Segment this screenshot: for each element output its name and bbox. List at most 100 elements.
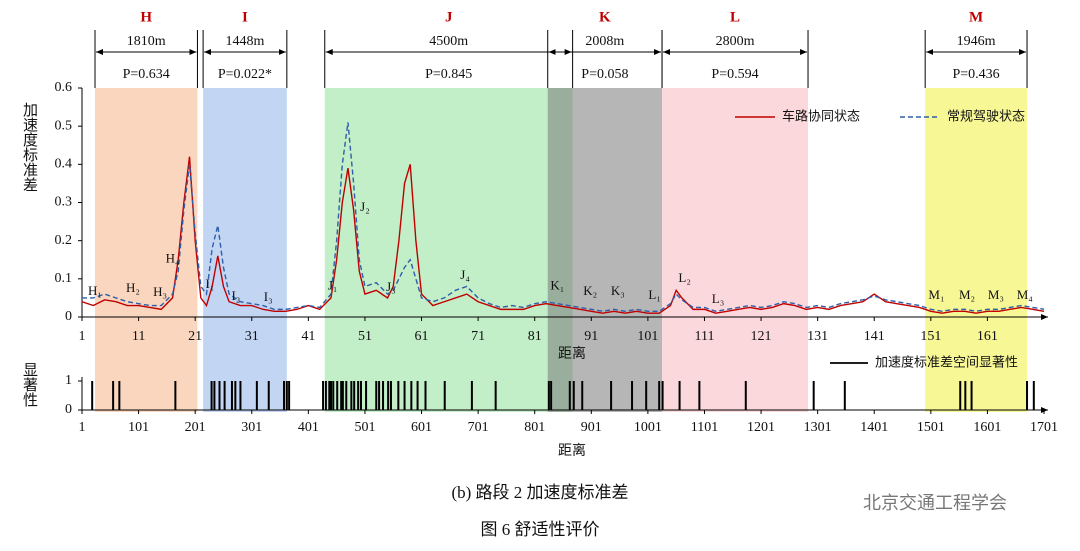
region-label: H [140, 9, 152, 25]
y-axis-label: 加速度标准差 [21, 102, 39, 192]
legend-label: 车路协同状态 [782, 109, 860, 125]
x-tick-label: 1601 [973, 420, 1001, 435]
region [95, 88, 198, 412]
x-tick-label: 151 [920, 329, 941, 344]
region-label: J [445, 9, 453, 25]
y-tick-label: 0.4 [55, 157, 73, 172]
x-tick-label: 51 [358, 329, 372, 344]
x-tick-label: 501 [354, 420, 375, 435]
y-axis-label: 显著性 [21, 362, 39, 407]
region-label: I [242, 9, 248, 25]
x-tick-label: 1401 [860, 420, 888, 435]
x-tick-label: 1001 [634, 420, 662, 435]
y-tick-label: 0 [65, 402, 72, 417]
y-tick-label: 0 [65, 309, 72, 324]
region-label: L [730, 9, 740, 25]
point-label: M₁ [928, 287, 944, 302]
x-tick-label: 131 [807, 329, 828, 344]
region [925, 88, 1028, 412]
point-label: M₃ [988, 287, 1004, 302]
point-label: M₄ [1017, 287, 1034, 302]
x-tick-label: 31 [245, 329, 259, 344]
x-tick-label: 11 [132, 329, 145, 344]
x-tick-label: 141 [864, 329, 885, 344]
point-label: H₃ [153, 284, 167, 299]
point-label: H₁ [88, 283, 102, 298]
point-label: L₂ [678, 270, 690, 285]
region-distance: 1448m [226, 34, 265, 49]
figure-title: 图 6 舒适性评价 [481, 520, 600, 539]
y-tick-label: 0.3 [55, 195, 73, 210]
point-label: L₃ [712, 291, 724, 306]
x-tick-label: 601 [411, 420, 432, 435]
x-tick-label: 101 [637, 329, 658, 344]
point-label: J₂ [360, 199, 370, 214]
point-label: I₁ [205, 276, 214, 291]
region-p: P=0.058 [581, 67, 628, 82]
x-tick-label: 111 [694, 329, 714, 344]
region-distance: 4500m [429, 34, 468, 49]
series-line [82, 122, 1045, 312]
region [324, 88, 573, 412]
region-distance: 2800m [716, 34, 755, 49]
region [662, 88, 809, 412]
region-p: P=0.634 [123, 67, 170, 82]
point-label: M₂ [959, 287, 975, 302]
y-tick-label: 1 [65, 373, 72, 388]
x-tick-label: 1201 [747, 420, 775, 435]
region-p: P=0.436 [953, 67, 1000, 82]
x-tick-label: 21 [188, 329, 202, 344]
point-label: H₂ [126, 280, 140, 295]
x-tick-label: 1 [79, 420, 86, 435]
x-tick-label: 401 [298, 420, 319, 435]
x-tick-label: 901 [581, 420, 602, 435]
x-tick-label: 41 [301, 329, 315, 344]
region-p: P=0.022* [218, 67, 272, 82]
y-tick-label: 0.5 [55, 118, 73, 133]
region-distance: 1810m [127, 34, 166, 49]
x-tick-label: 71 [471, 329, 485, 344]
x-tick-label: 101 [128, 420, 149, 435]
x-tick-label: 91 [584, 329, 598, 344]
point-label: I₃ [264, 289, 273, 304]
x-tick-label: 1101 [691, 420, 718, 435]
x-tick-label: 61 [415, 329, 429, 344]
point-label: H₄ [166, 251, 180, 266]
point-label: J₁ [328, 277, 338, 292]
caption: (b) 路段 2 加速度标准差 [451, 483, 628, 502]
y-tick-label: 0.1 [55, 271, 73, 286]
region-label: M [969, 9, 983, 25]
x-tick-label: 81 [528, 329, 542, 344]
point-label: K₁ [550, 277, 564, 292]
point-label: J₃ [386, 279, 396, 294]
x-tick-label: 201 [185, 420, 206, 435]
watermark: 北京交通工程学会 [863, 493, 1007, 513]
point-label: K₂ [583, 283, 597, 298]
region-distance: 2008m [585, 34, 624, 49]
y-tick-label: 0.6 [55, 80, 73, 95]
legend-label: 加速度标准差空间显著性 [875, 355, 1018, 371]
point-label: L₁ [648, 287, 660, 302]
region-p: P=0.594 [711, 67, 758, 82]
region-label: K [599, 9, 611, 25]
x-tick-label: 121 [751, 329, 772, 344]
y-tick-label: 0.2 [55, 233, 73, 248]
point-label: I₂ [231, 288, 240, 303]
x-tick-label: 1301 [804, 420, 832, 435]
x-axis-label: 距离 [558, 345, 586, 362]
x-tick-label: 1 [79, 329, 86, 344]
series-line [81, 156, 1045, 314]
region [203, 88, 287, 412]
layer [95, 88, 1028, 412]
region-distance: 1946m [957, 34, 996, 49]
point-label: K₃ [611, 283, 625, 298]
region [547, 88, 663, 412]
x-tick-label: 1701 [1030, 420, 1058, 435]
x-tick-label: 801 [524, 420, 545, 435]
x-tick-label: 701 [468, 420, 489, 435]
x-tick-label: 1501 [917, 420, 945, 435]
x-tick-label: 161 [977, 329, 998, 344]
x-axis-label: 距离 [558, 442, 586, 459]
